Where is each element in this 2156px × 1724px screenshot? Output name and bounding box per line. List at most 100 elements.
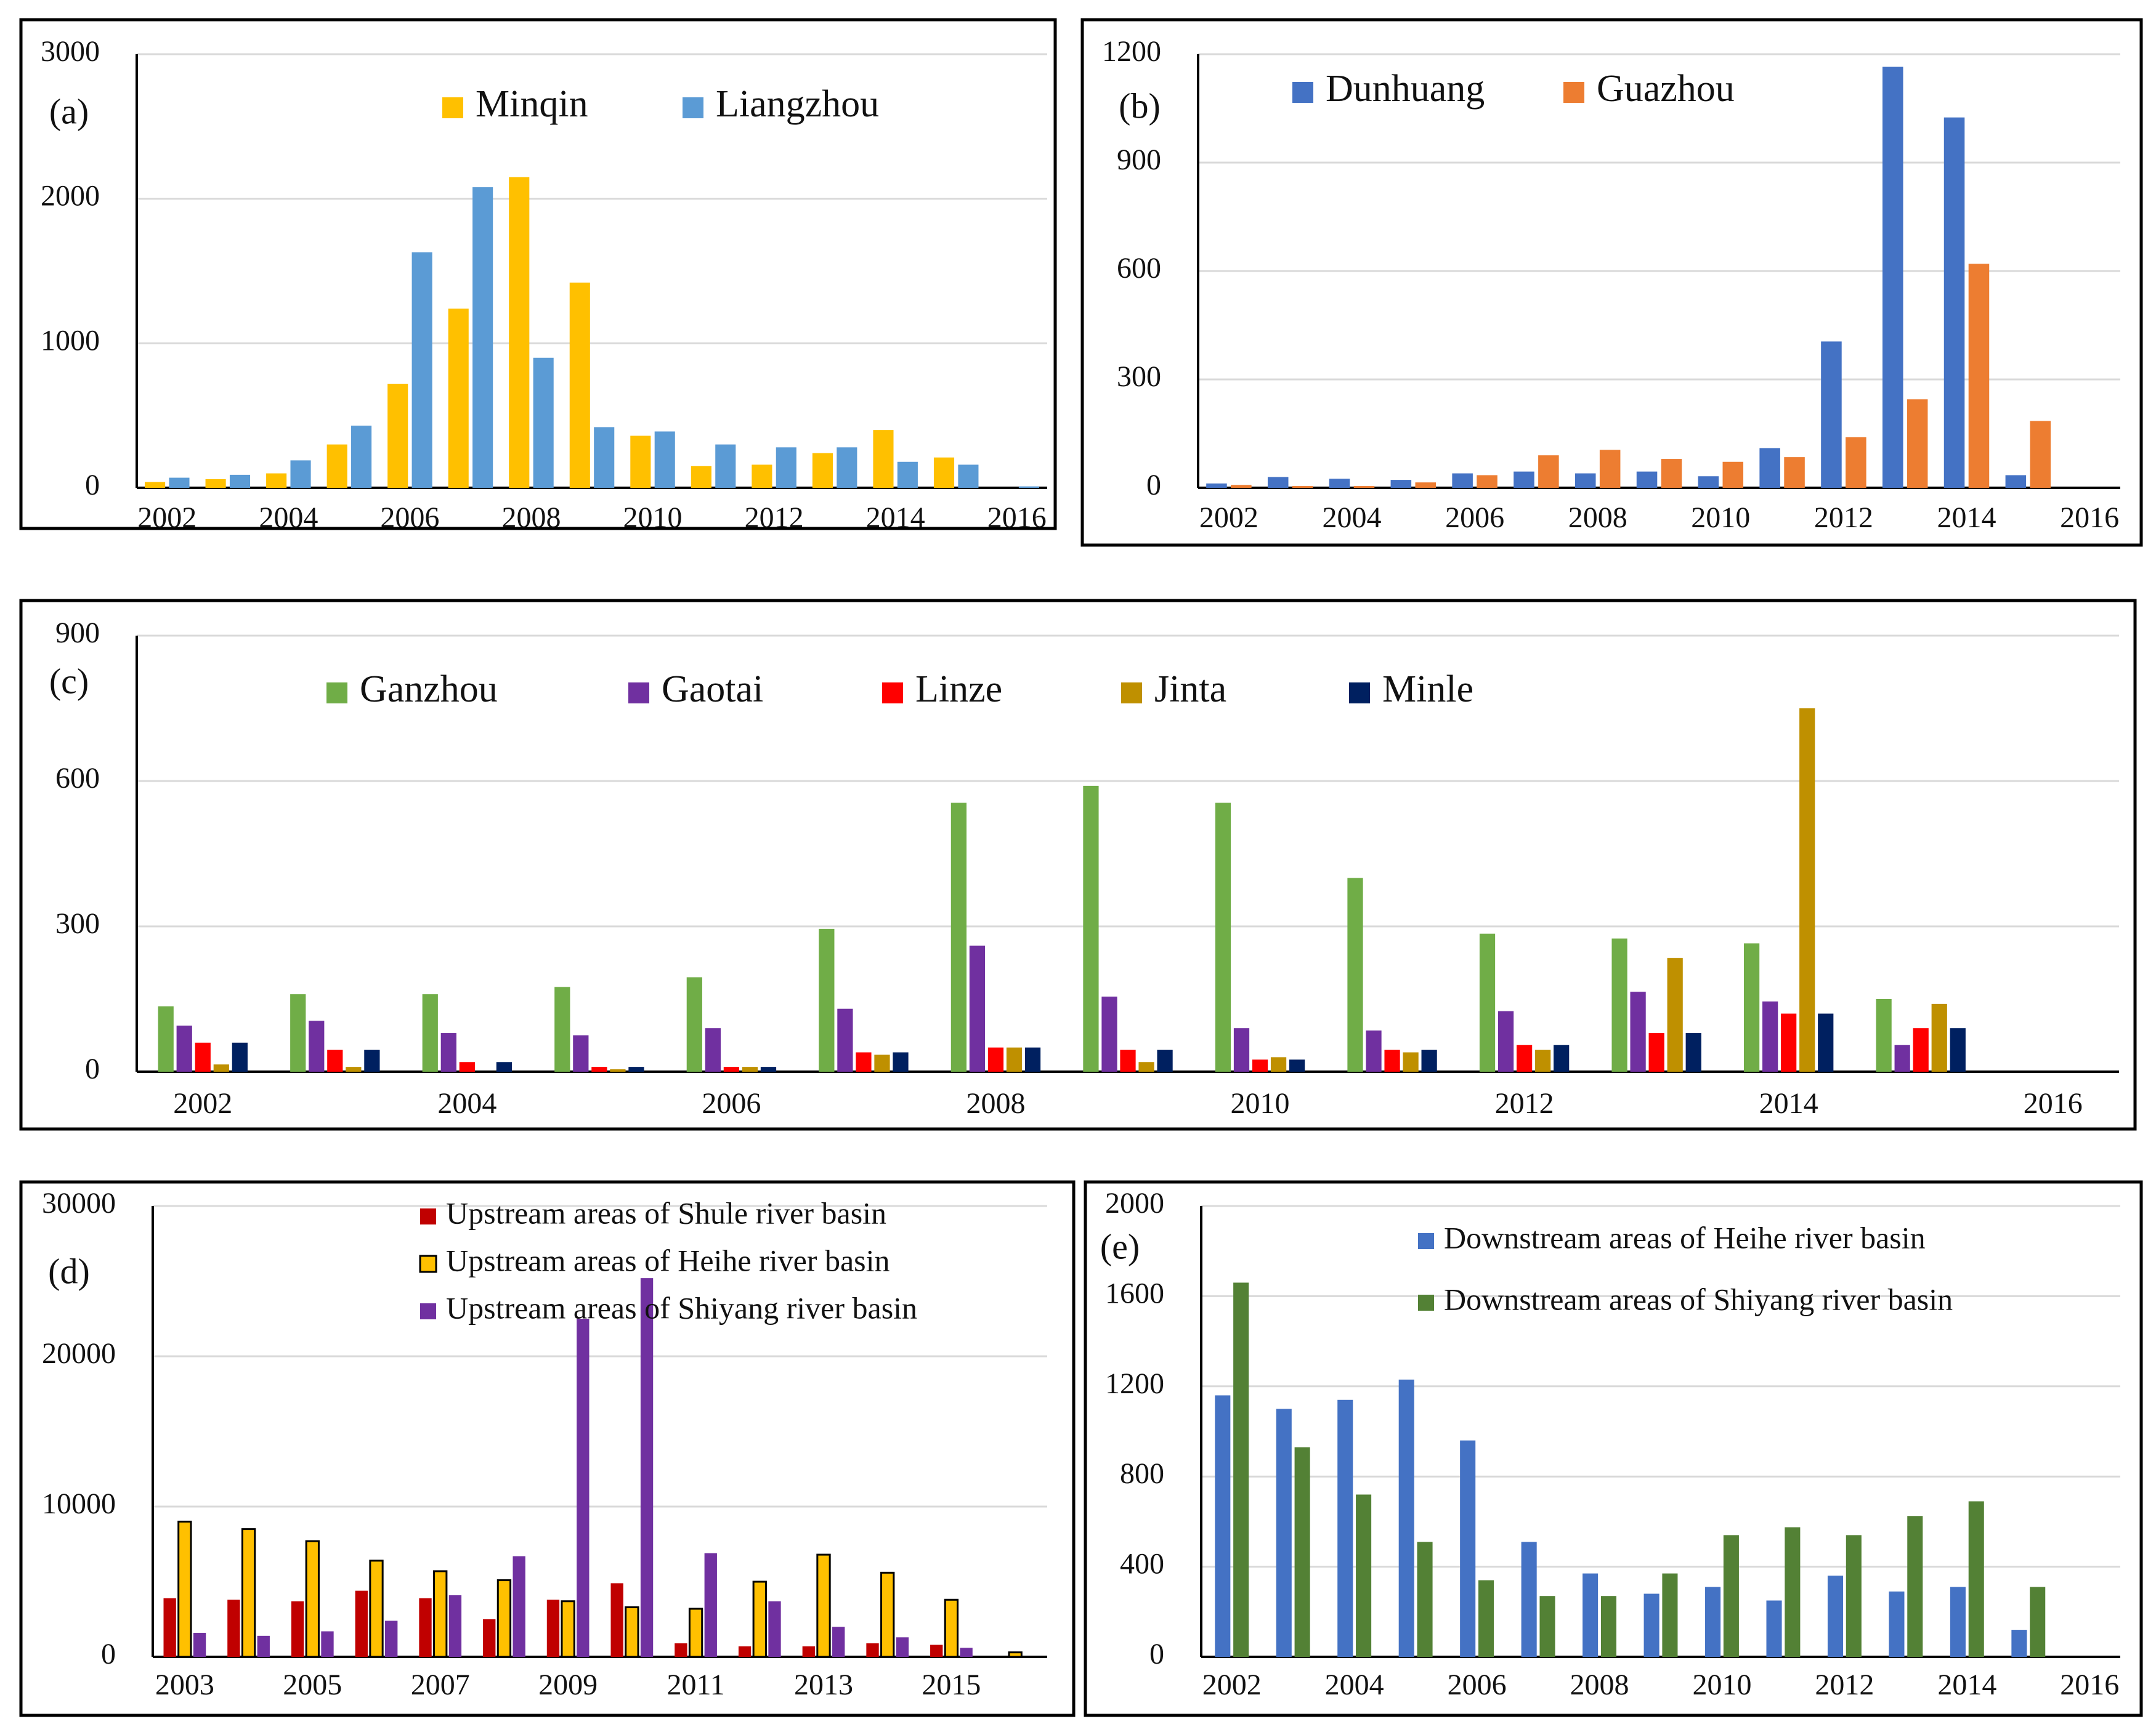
bar-heihe_up	[880, 1571, 895, 1658]
bar-dunhuang	[1821, 341, 1842, 488]
bar-liangzhou	[897, 461, 918, 488]
bar-shiyang_up	[896, 1637, 909, 1657]
bar-heihe_down	[1521, 1542, 1537, 1657]
x-tick-label: 2002	[1199, 501, 1258, 534]
bar-shiyang_down	[1233, 1282, 1249, 1657]
x-tick-label: 2012	[1495, 1087, 1554, 1120]
bar-minqin	[752, 464, 772, 488]
bar-dunhuang	[1267, 477, 1289, 488]
bar-dunhuang	[1636, 471, 1658, 488]
bar-heihe_down	[1398, 1379, 1414, 1657]
bar-heihe_down	[1215, 1395, 1231, 1657]
bar-gaotai	[1497, 1011, 1514, 1072]
x-tick-label: 2002	[1202, 1669, 1262, 1701]
bar-shule_up	[483, 1619, 496, 1657]
bar-linze	[1120, 1050, 1136, 1072]
bar-minqin	[326, 444, 347, 488]
bar-guazhou	[1292, 486, 1313, 488]
bar-shiyang_up	[704, 1553, 717, 1657]
bar-shiyang_up	[193, 1632, 206, 1657]
y-tick-label: 0	[1149, 1638, 1164, 1670]
bar-jinta	[1931, 1003, 1947, 1072]
legend-swatch	[1563, 82, 1584, 103]
legend-label: Upstream areas of Shiyang river basin	[446, 1290, 917, 1325]
legend-label: Downstream areas of Shiyang river basin	[1444, 1282, 1953, 1316]
bar-linze	[723, 1067, 740, 1072]
bar-heihe_down	[1276, 1409, 1292, 1657]
legend-swatch	[420, 1303, 436, 1319]
bar-shiyang_up	[832, 1627, 845, 1657]
bar-liangzhou	[715, 444, 736, 488]
bar-minle	[1818, 1013, 1834, 1072]
y-tick-label: 600	[1117, 252, 1161, 285]
bar-dunhuang	[1390, 480, 1412, 488]
bar-gaotai	[573, 1035, 589, 1072]
bar-ganzhou	[1215, 803, 1231, 1072]
bar-liangzhou	[533, 357, 554, 488]
bar-shiyang_down	[1907, 1516, 1923, 1657]
x-tick-label: 2008	[966, 1087, 1025, 1120]
y-tick-label: 1000	[41, 324, 100, 357]
y-tick-label: 800	[1120, 1457, 1164, 1490]
bar-minle	[364, 1050, 380, 1072]
bar-shule_up	[546, 1600, 560, 1657]
x-tick-label: 2006	[702, 1087, 761, 1120]
legend-swatch	[683, 97, 703, 118]
bar-minqin	[873, 430, 894, 488]
panel-frame	[19, 18, 1057, 530]
bar-shiyang_up	[385, 1621, 398, 1657]
bar-minqin	[691, 466, 711, 488]
bar-heihe_down	[1460, 1440, 1476, 1657]
bar-shiyang_up	[321, 1631, 334, 1657]
bar-jinta	[742, 1067, 758, 1072]
legend-label: Upstream areas of Heihe river basin	[446, 1243, 890, 1277]
legend-swatch	[1418, 1233, 1434, 1249]
y-tick-label: 30000	[42, 1187, 116, 1220]
bar-minle	[1421, 1050, 1437, 1072]
x-tick-label: 2004	[1323, 501, 1382, 534]
legend-label: Gaotai	[662, 668, 763, 710]
bar-dunhuang	[1698, 476, 1719, 488]
y-tick-label: 2000	[41, 180, 100, 212]
bar-shiyang_down	[1723, 1535, 1739, 1657]
bar-jinta	[874, 1054, 890, 1072]
y-tick-label: 2000	[1105, 1187, 1164, 1220]
y-tick-label: 0	[85, 1053, 100, 1085]
bar-heihe_up	[305, 1540, 320, 1658]
bar-ganzhou	[950, 803, 967, 1072]
bar-shiyang_up	[577, 1319, 590, 1657]
bar-ganzhou	[1347, 878, 1363, 1072]
bar-minqin	[812, 453, 833, 488]
bar-liangzhou	[654, 431, 675, 488]
bar-shule_up	[866, 1643, 879, 1657]
legend-swatch	[1349, 682, 1370, 703]
bar-shiyang_down	[1294, 1447, 1310, 1657]
bar-minle	[1685, 1033, 1701, 1072]
bar-linze	[856, 1052, 872, 1072]
x-tick-label: 2006	[1448, 1669, 1507, 1701]
bar-dunhuang	[2005, 475, 2027, 488]
bar-heihe_up	[496, 1579, 512, 1658]
x-tick-label: 2004	[259, 501, 318, 534]
bar-ganzhou	[1743, 943, 1760, 1072]
bar-minle	[1950, 1028, 1966, 1072]
bar-gaotai	[176, 1026, 192, 1072]
y-tick-label: 900	[1117, 144, 1161, 176]
x-tick-label: 2003	[155, 1669, 214, 1701]
x-tick-label: 2008	[1570, 1669, 1629, 1701]
bar-minle	[1554, 1045, 1570, 1072]
bar-gaotai	[1630, 992, 1646, 1072]
bar-ganzhou	[1611, 938, 1627, 1072]
bar-liangzhou	[776, 447, 796, 488]
panel-label: (d)	[48, 1251, 90, 1291]
bar-heihe_down	[1583, 1573, 1599, 1657]
bar-ganzhou	[1083, 785, 1099, 1072]
bar-guazhou	[1599, 450, 1621, 488]
x-tick-label: 2006	[380, 501, 439, 534]
bar-ganzhou	[686, 977, 702, 1072]
bar-gaotai	[1101, 997, 1117, 1072]
bar-gaotai	[1366, 1030, 1382, 1072]
legend-label: Downstream areas of Heihe river basin	[1444, 1220, 1926, 1255]
bar-shiyang_up	[513, 1556, 525, 1657]
bar-ganzhou	[819, 928, 835, 1072]
